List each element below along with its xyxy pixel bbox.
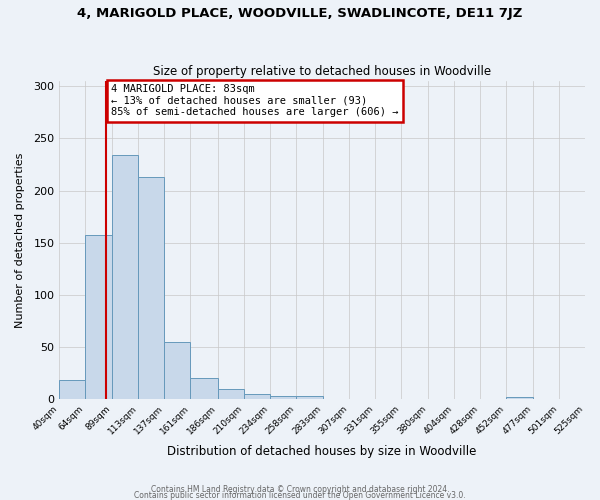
X-axis label: Distribution of detached houses by size in Woodville: Distribution of detached houses by size …	[167, 444, 477, 458]
Y-axis label: Number of detached properties: Number of detached properties	[15, 152, 25, 328]
Text: Contains public sector information licensed under the Open Government Licence v3: Contains public sector information licen…	[134, 490, 466, 500]
Bar	[269, 396, 296, 399]
Bar	[59, 380, 85, 399]
Text: Contains HM Land Registry data © Crown copyright and database right 2024.: Contains HM Land Registry data © Crown c…	[151, 484, 449, 494]
Bar	[190, 378, 218, 399]
Bar	[506, 397, 533, 399]
Text: 4, MARIGOLD PLACE, WOODVILLE, SWADLINCOTE, DE11 7JZ: 4, MARIGOLD PLACE, WOODVILLE, SWADLINCOT…	[77, 8, 523, 20]
Bar	[85, 236, 112, 399]
Text: 4 MARIGOLD PLACE: 83sqm
← 13% of detached houses are smaller (93)
85% of semi-de: 4 MARIGOLD PLACE: 83sqm ← 13% of detache…	[112, 84, 399, 117]
Bar	[218, 389, 244, 399]
Bar	[164, 342, 190, 399]
Bar	[296, 396, 323, 399]
Bar	[112, 155, 139, 399]
Bar	[244, 394, 269, 399]
Bar	[139, 177, 164, 399]
Title: Size of property relative to detached houses in Woodville: Size of property relative to detached ho…	[153, 66, 491, 78]
